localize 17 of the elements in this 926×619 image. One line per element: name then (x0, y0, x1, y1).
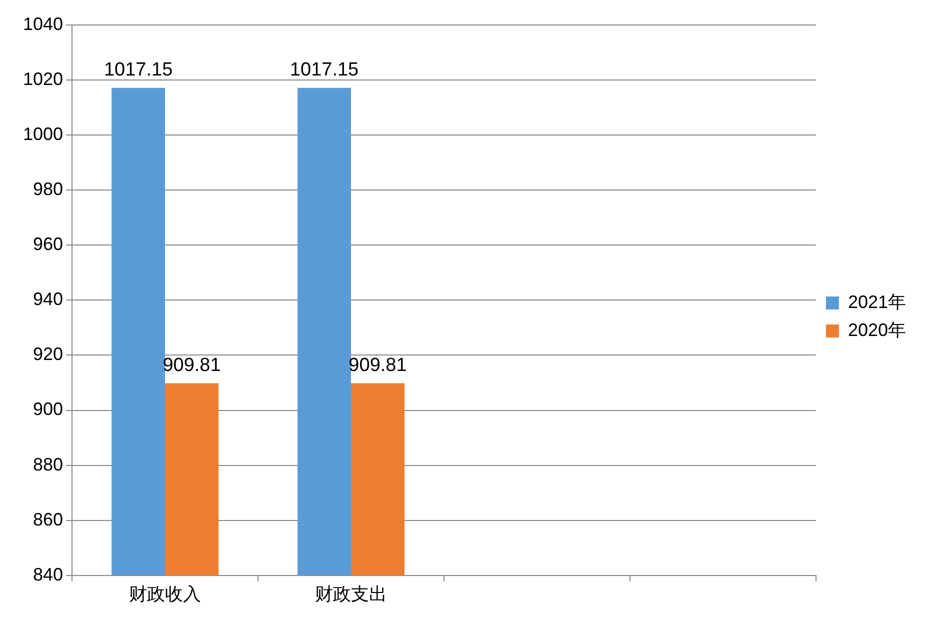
y-tick-label: 900 (32, 399, 64, 420)
data-label: 1017.15 (290, 60, 359, 81)
y-tick-label: 1000 (22, 124, 64, 144)
y-tick-label: 980 (32, 179, 64, 200)
legend-label: 2021年 (848, 292, 906, 312)
y-tick-label: 1040 (22, 14, 64, 34)
x-tick-label: 财政收入 (129, 584, 202, 604)
y-tick-label: 880 (32, 454, 64, 474)
y-tick-label: 840 (32, 564, 64, 584)
legend-label: 2020年 (848, 320, 906, 340)
y-tick-label: 920 (32, 344, 64, 364)
y-tick-label: 1020 (22, 69, 64, 90)
y-tick-label: 960 (32, 234, 64, 254)
y-tick-label: 860 (32, 509, 64, 530)
data-label: 1017.15 (104, 60, 173, 81)
y-tick-label: 940 (32, 289, 64, 310)
x-tick-label: 财政支出 (315, 584, 388, 604)
